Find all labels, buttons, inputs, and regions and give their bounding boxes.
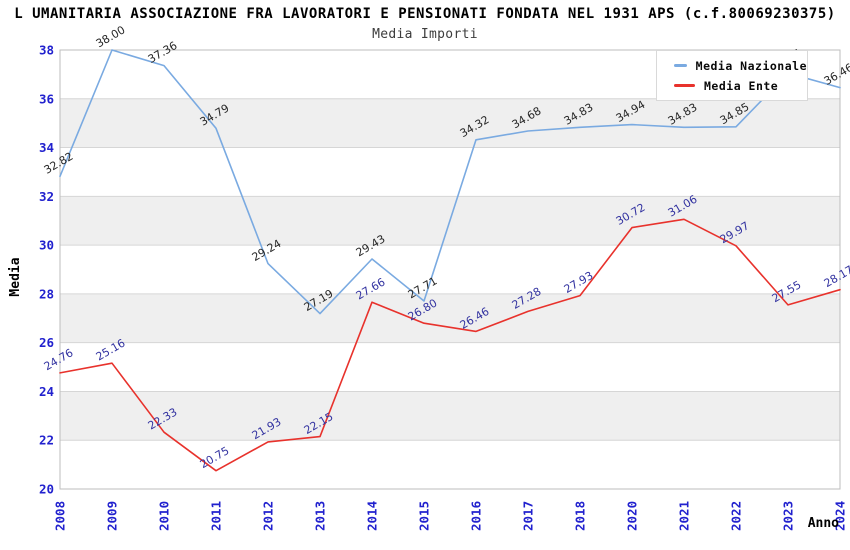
x-axis-title: Anno bbox=[808, 516, 839, 531]
y-axis-title: Media bbox=[8, 257, 23, 296]
plot-band bbox=[60, 293, 840, 343]
series-line-media-ente bbox=[59, 218, 841, 472]
data-label: 20.75 bbox=[198, 444, 232, 471]
x-tick-label: 2020 bbox=[625, 501, 640, 531]
y-tick-label: 26 bbox=[39, 335, 54, 350]
x-tick-label: 2024 bbox=[833, 501, 848, 531]
media-ente-line-swatch-icon bbox=[674, 84, 695, 87]
data-label: 27.93 bbox=[562, 269, 596, 296]
legend-label-media-ente: Media Ente bbox=[704, 78, 779, 93]
x-tick-label: 2012 bbox=[261, 501, 276, 531]
plot-band bbox=[60, 98, 840, 148]
data-label: 37.36 bbox=[146, 39, 180, 66]
x-tick-label: 2017 bbox=[521, 501, 536, 531]
legend-item-media-ente: Media Ente bbox=[674, 79, 807, 93]
legend-label-media-nazionale: Media Nazionale bbox=[695, 58, 807, 73]
y-tick-label: 28 bbox=[39, 286, 54, 301]
x-tick-label: 2022 bbox=[729, 501, 744, 531]
media-nazionale-line-swatch-icon bbox=[674, 64, 687, 67]
x-tick-label: 2011 bbox=[209, 501, 224, 531]
y-tick-label: 34 bbox=[39, 140, 54, 155]
data-label: 28.17 bbox=[822, 263, 850, 290]
plot-border bbox=[59, 49, 841, 490]
x-tick-label: 2016 bbox=[469, 501, 484, 531]
chart-subtitle: Media Importi bbox=[372, 27, 478, 42]
y-tick-label: 24 bbox=[39, 384, 54, 399]
x-tick-label: 2010 bbox=[157, 501, 172, 531]
x-tick-label: 2021 bbox=[677, 501, 692, 531]
chart-title: L UMANITARIA ASSOCIAZIONE FRA LAVORATORI… bbox=[14, 6, 836, 22]
y-tick-label: 20 bbox=[39, 482, 54, 497]
data-label: 36.46 bbox=[822, 61, 850, 88]
x-tick-label: 2009 bbox=[105, 501, 120, 531]
legend-box: Media Nazionale Media Ente bbox=[656, 50, 808, 101]
data-label: 24.76 bbox=[42, 346, 76, 373]
y-tick-label: 36 bbox=[39, 91, 54, 106]
y-tick-label: 38 bbox=[39, 43, 54, 58]
series-line-media-nazionale bbox=[59, 49, 841, 315]
legend-item-media-nazionale: Media Nazionale bbox=[674, 59, 807, 73]
y-tick-label: 22 bbox=[39, 433, 54, 448]
data-label: 38.00 bbox=[94, 23, 128, 50]
x-tick-label: 2023 bbox=[781, 501, 796, 531]
y-tick-label: 30 bbox=[39, 238, 54, 253]
x-tick-label: 2015 bbox=[417, 501, 432, 531]
plot-band bbox=[60, 391, 840, 441]
x-tick-label: 2014 bbox=[365, 501, 380, 531]
x-tick-label: 2013 bbox=[313, 501, 328, 531]
x-tick-label: 2008 bbox=[53, 501, 68, 531]
y-tick-label: 32 bbox=[39, 189, 54, 204]
x-tick-label: 2018 bbox=[573, 501, 588, 531]
